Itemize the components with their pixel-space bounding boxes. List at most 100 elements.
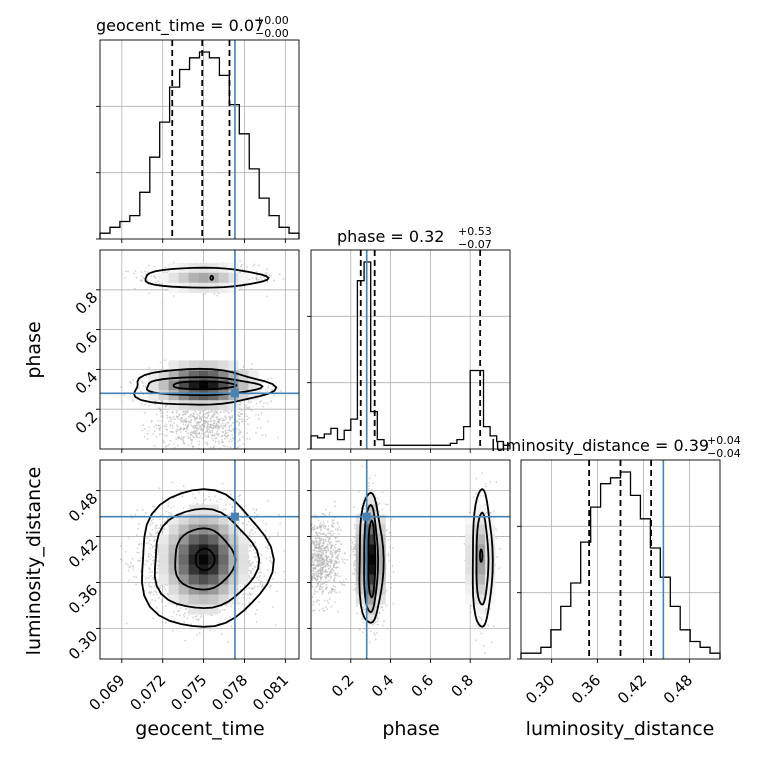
title-lumdist-main: luminosity_distance = 0.39 (491, 436, 709, 456)
density-cell (168, 360, 179, 371)
sample-point (145, 375, 148, 378)
title-phase-minus: −0.07 (458, 238, 492, 251)
sample-point (190, 419, 193, 421)
sample-point (250, 529, 253, 532)
sample-point (263, 402, 265, 405)
truth-marker (230, 389, 239, 398)
sample-point (257, 418, 260, 420)
sample-point (159, 408, 162, 411)
sample-point (255, 278, 258, 281)
sample-point (146, 279, 149, 281)
sample-point (238, 430, 241, 432)
sample-point (218, 442, 221, 445)
sample-point (161, 531, 164, 533)
sample-point (258, 572, 260, 575)
sample-point (259, 571, 262, 574)
sample-point (220, 411, 222, 414)
sample-point (220, 632, 223, 635)
sample-point (214, 441, 217, 443)
sample-point (188, 414, 191, 417)
sample-point (171, 411, 174, 413)
sample-point (202, 430, 205, 433)
ylabel-luminosity-distance: luminosity_distance (23, 467, 45, 656)
sample-point (224, 508, 227, 510)
sample-point (160, 525, 162, 527)
sample-point (216, 416, 219, 418)
sample-point (249, 546, 252, 548)
sample-point (175, 411, 178, 414)
sample-point (202, 433, 205, 436)
sample-point (207, 428, 210, 430)
sample-point (183, 616, 186, 618)
sample-point (225, 423, 227, 425)
sample-point (209, 429, 212, 432)
sample-point (150, 275, 153, 277)
sample-point (135, 534, 138, 537)
sample-point (182, 507, 185, 509)
sample-point (177, 445, 180, 447)
sample-point (260, 279, 263, 282)
density-cell (188, 272, 199, 283)
sample-point (248, 405, 251, 408)
sample-point (266, 390, 269, 393)
sample-point (171, 424, 174, 427)
sample-point (152, 593, 155, 596)
sample-point (248, 592, 251, 595)
sample-point (177, 425, 180, 428)
sample-point (238, 438, 241, 440)
sample-point (149, 534, 152, 536)
sample-point (134, 513, 137, 516)
sample-point (263, 575, 265, 577)
sample-point (236, 413, 239, 416)
sample-point (203, 425, 206, 428)
sample-point (238, 418, 241, 420)
sample-point (167, 505, 170, 508)
sample-point (214, 495, 216, 497)
sample-point (270, 584, 272, 587)
sample-point (155, 435, 158, 438)
sample-point (158, 596, 160, 599)
sample-point (142, 385, 145, 387)
sample-point (187, 432, 189, 435)
density-cell (228, 360, 239, 371)
sample-point (244, 592, 247, 595)
sample-point (265, 557, 268, 560)
sample-point (255, 413, 257, 416)
sample-point (250, 409, 253, 411)
sample-point (248, 534, 251, 537)
sample-point (241, 368, 244, 371)
sample-point (194, 420, 196, 422)
sample-point (249, 438, 251, 440)
sample-point (144, 563, 147, 566)
sample-point (206, 426, 209, 428)
sample-point (150, 591, 153, 593)
sample-point (237, 424, 240, 427)
sample-point (182, 414, 184, 416)
sample-point (248, 401, 251, 404)
sample-point (198, 632, 201, 635)
sample-point (227, 434, 230, 436)
sample-point (121, 401, 124, 403)
density-cell (178, 400, 189, 411)
sample-point (269, 556, 272, 559)
sample-point (207, 420, 210, 423)
sample-point (251, 545, 253, 548)
sample-point (207, 436, 210, 439)
sample-point (273, 394, 276, 397)
sample-point (180, 419, 183, 422)
sample-point (169, 423, 172, 426)
sample-point (259, 426, 262, 429)
sample-point (124, 277, 126, 279)
sample-point (173, 422, 175, 425)
sample-point (259, 561, 262, 564)
sample-point (171, 417, 174, 420)
sample-point (200, 419, 203, 422)
sample-point (262, 405, 264, 408)
sample-point (215, 422, 218, 425)
sample-point (145, 577, 147, 580)
sample-point (186, 617, 189, 620)
sample-point (211, 410, 214, 413)
sample-point (149, 523, 152, 526)
sample-point (214, 437, 217, 440)
sample-point (165, 510, 168, 513)
